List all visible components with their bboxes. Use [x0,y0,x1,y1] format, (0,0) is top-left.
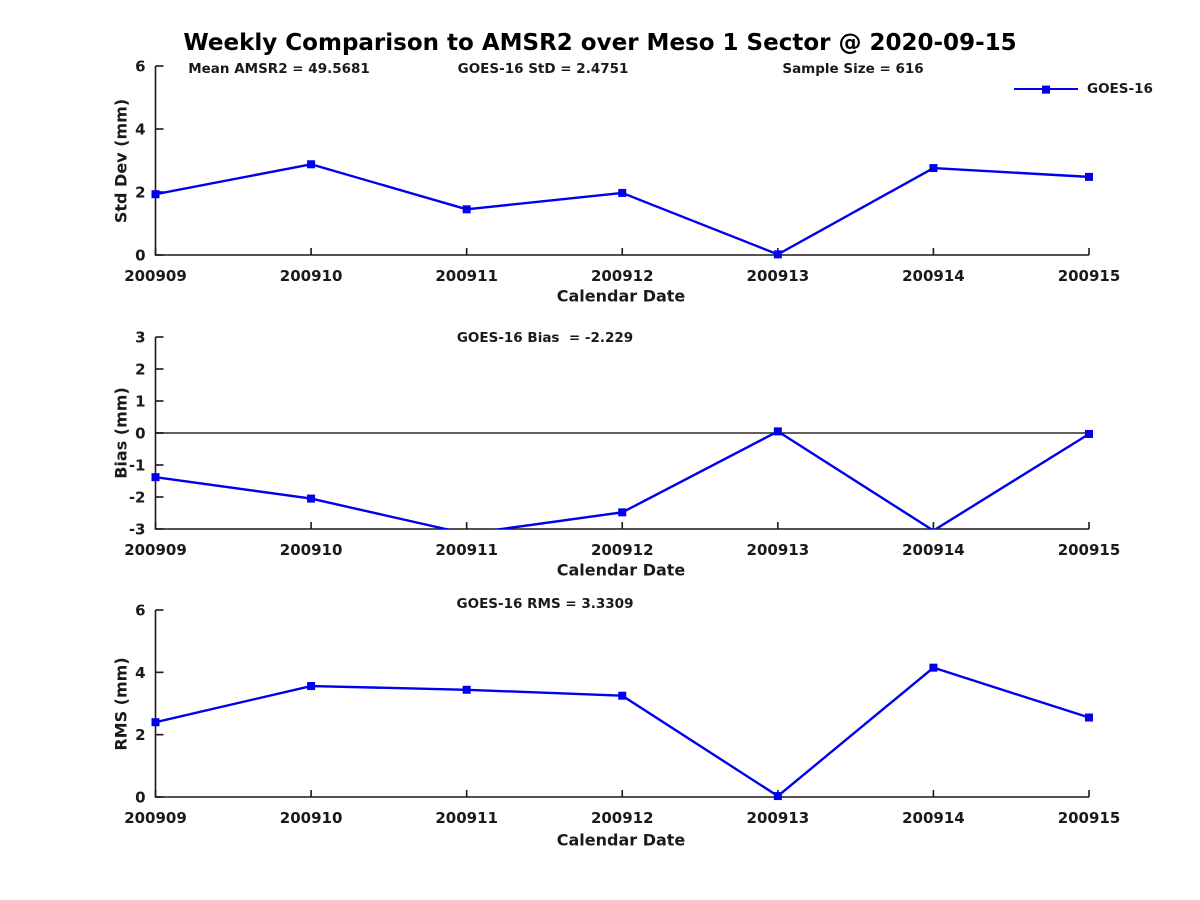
ylabel-std-dev: Std Dev (mm) [111,98,131,224]
x-tick-label: 200909 [124,809,187,827]
subplot-std-dev: 0 2 4 6 200909 200910 200911 200912 200913 200914… [124,58,1120,286]
subplot-rms: 0 2 4 6 200909 200910 200911 200912 200913 200914… [124,602,1120,828]
x-tick-label: 200915 [1058,541,1121,559]
y-tick-label: 0 [135,789,145,807]
y-tick-label: 3 [135,329,145,347]
y-tick-label: 2 [135,726,145,744]
x-tick-label: 200912 [591,267,654,285]
y-tick-label: 1 [135,393,145,411]
data-point-marker [462,685,471,694]
x-tick-label: 200913 [747,809,810,827]
y-tick-label: -1 [129,457,146,475]
legend-line-sample [1014,85,1078,94]
x-tick-label: 200914 [902,267,965,285]
data-point-marker [618,188,627,197]
ylabel-bias: Bias (mm) [111,387,131,479]
y-tick-label: 4 [135,664,145,682]
y-tick-label: 2 [135,184,145,202]
data-point-marker [929,164,938,173]
y-tick-label: -2 [129,489,146,507]
data-point-marker [151,718,160,727]
legend: GOES-16 [1014,81,1153,97]
data-point-marker [773,427,782,436]
xlabel-calendar-date-2: Calendar Date [556,560,686,580]
anno-goes16-std: GOES-16 StD = 2.4751 [457,61,629,77]
x-tick-label: 200914 [902,541,965,559]
data-point-marker [618,508,627,517]
x-tick-label: 200915 [1058,809,1121,827]
x-tick-label: 200911 [435,541,498,559]
anno-sample-size: Sample Size = 616 [782,61,924,77]
anno-goes16-bias: GOES-16 Bias = -2.229 [456,330,634,346]
y-tick-label: 6 [135,602,145,620]
anno-mean-amsr2: Mean AMSR2 = 49.5681 [188,61,370,77]
y-tick-label: 0 [135,425,145,443]
y-tick-label: 4 [135,121,145,139]
y-tick-label: 6 [135,58,145,76]
x-tick-label: 200912 [591,541,654,559]
x-tick-label: 200913 [747,267,810,285]
anno-goes16-rms: GOES-16 RMS = 3.3309 [456,596,634,612]
x-tick-label: 200910 [280,541,343,559]
data-point-marker [462,205,471,214]
legend-square-marker-icon [1042,85,1050,94]
y-tick-label: -3 [129,521,146,539]
data-point-marker [618,691,627,700]
x-tick-label: 200910 [280,809,343,827]
data-point-marker [1085,172,1093,181]
y-tick-label: 2 [135,361,145,379]
y-tick-label: 0 [135,247,145,265]
xlabel-calendar-date-1: Calendar Date [556,286,686,306]
series-line-std-dev [155,163,1089,256]
data-point-marker [773,792,782,801]
data-point-marker [1085,429,1093,438]
x-tick-label: 200909 [124,541,187,559]
x-tick-label: 200913 [747,541,810,559]
data-point-marker [307,494,316,503]
x-tick-label: 200914 [902,809,965,827]
legend-series-label: GOES-16 [1087,81,1153,97]
x-tick-label: 200909 [124,267,187,285]
xlabel-calendar-date-3: Calendar Date [556,830,686,850]
data-point-marker [773,250,782,259]
x-tick-label: 200910 [280,267,343,285]
data-point-marker [151,473,160,482]
figure-title: Weekly Comparison to AMSR2 over Meso 1 S… [183,30,1017,56]
series-line-bias [155,430,1089,530]
series-line-rms [155,666,1089,798]
x-tick-label: 200911 [435,809,498,827]
data-point-marker [307,682,316,691]
ylabel-rms: RMS (mm) [111,657,131,751]
x-tick-label: 200912 [591,809,654,827]
x-tick-label: 200915 [1058,267,1121,285]
x-tick-label: 200911 [435,267,498,285]
data-point-marker [151,190,160,199]
data-point-marker [1085,713,1093,722]
subplot-bias: -3 -2 -1 0 1 2 3 200909 200910 200911 200912 200913… [124,329,1120,560]
data-point-marker [307,160,316,169]
data-point-marker [929,663,938,672]
